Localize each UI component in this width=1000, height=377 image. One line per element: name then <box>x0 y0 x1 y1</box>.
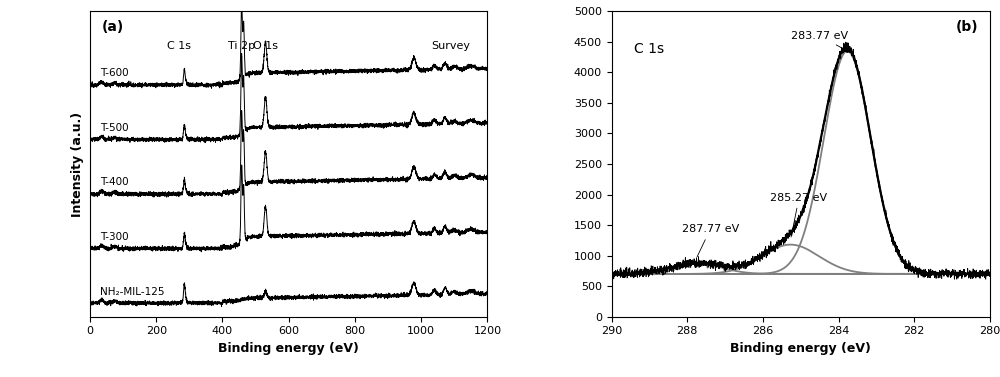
Text: T-300: T-300 <box>100 232 129 242</box>
Text: (a): (a) <box>102 20 124 34</box>
X-axis label: Binding energy (eV): Binding energy (eV) <box>730 342 871 355</box>
Text: T-400: T-400 <box>100 178 129 187</box>
Text: 287.77 eV: 287.77 eV <box>682 224 739 257</box>
Text: (b): (b) <box>956 20 979 34</box>
Text: T-500: T-500 <box>100 123 129 133</box>
Y-axis label: Intensity (a.u.): Intensity (a.u.) <box>71 112 84 216</box>
Text: Ti 2p: Ti 2p <box>228 41 255 51</box>
Text: O 1s: O 1s <box>253 41 278 51</box>
Text: 283.77 eV: 283.77 eV <box>791 31 848 50</box>
Text: C 1s: C 1s <box>634 42 664 56</box>
Text: C 1s: C 1s <box>167 41 191 51</box>
Text: 285.27 eV: 285.27 eV <box>770 193 828 237</box>
Text: NH₂-MIL-125: NH₂-MIL-125 <box>100 287 164 296</box>
X-axis label: Binding energy (eV): Binding energy (eV) <box>218 342 359 355</box>
Text: T-600: T-600 <box>100 68 129 78</box>
Text: Survey: Survey <box>431 41 470 51</box>
